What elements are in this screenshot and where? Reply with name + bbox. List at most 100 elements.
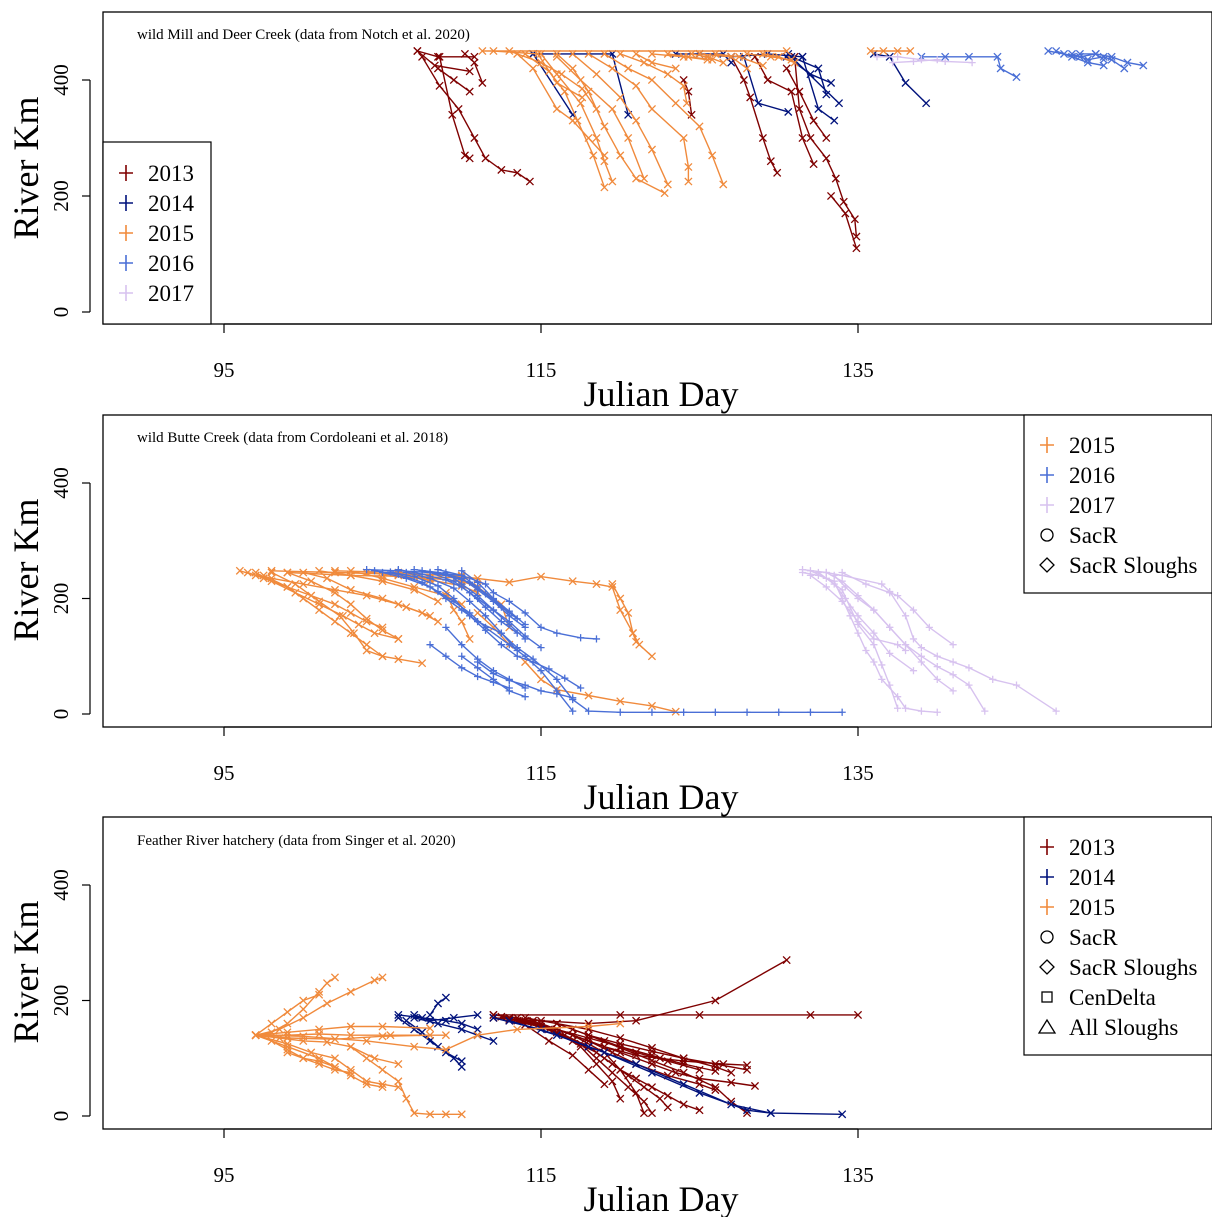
data-point xyxy=(544,67,553,76)
data-point xyxy=(584,1022,593,1031)
data-point xyxy=(378,1032,387,1041)
data-point xyxy=(362,1077,371,1086)
data-point xyxy=(663,70,672,79)
data-point xyxy=(435,81,444,90)
data-point xyxy=(647,49,657,58)
data-point xyxy=(552,70,561,79)
data-point xyxy=(600,1048,609,1057)
series-2015 xyxy=(251,973,625,1119)
data-point xyxy=(647,1047,657,1056)
data-point xyxy=(402,568,410,577)
track-line xyxy=(921,56,1017,78)
track-line xyxy=(382,571,843,713)
data-point xyxy=(243,568,252,577)
data-point xyxy=(671,64,680,73)
data-point xyxy=(949,658,957,666)
data-point xyxy=(838,708,846,716)
data-point xyxy=(521,693,529,701)
data-point xyxy=(1099,52,1108,61)
data-point xyxy=(679,1068,688,1077)
data-point xyxy=(315,990,324,999)
x-tick-label: 115 xyxy=(526,358,557,382)
data-point xyxy=(529,64,538,73)
data-point xyxy=(632,81,641,90)
data-point xyxy=(679,75,688,85)
y-axis: 0 200 400 xyxy=(49,64,91,317)
data-point xyxy=(711,1083,720,1092)
data-point xyxy=(830,580,838,588)
data-point xyxy=(425,1110,435,1119)
data-point xyxy=(450,594,458,603)
data-point xyxy=(410,1010,419,1019)
track-line xyxy=(540,1022,645,1114)
x-axis-label: Julian Day xyxy=(584,777,739,817)
data-point xyxy=(299,996,308,1005)
x-tick-label: 115 xyxy=(526,1163,557,1187)
data-point xyxy=(394,1077,403,1086)
track-line xyxy=(255,994,320,1036)
data-point xyxy=(330,617,340,626)
data-point xyxy=(402,603,411,612)
data-point xyxy=(434,582,442,590)
data-point xyxy=(878,675,886,683)
track-line xyxy=(787,53,840,104)
data-point xyxy=(758,49,767,58)
legend-box xyxy=(1023,414,1212,594)
data-point xyxy=(449,605,458,615)
chart-title: Feather River hatchery (data from Singer… xyxy=(137,833,456,849)
data-point xyxy=(378,623,387,632)
data-point xyxy=(1052,707,1060,715)
data-point xyxy=(299,580,308,589)
data-point xyxy=(474,658,482,666)
data-point xyxy=(680,708,688,716)
data-point xyxy=(394,1013,403,1022)
data-point xyxy=(616,151,625,160)
data-point xyxy=(616,1065,625,1074)
x-tick-label: 95 xyxy=(214,761,235,785)
data-point xyxy=(639,1109,649,1118)
data-point xyxy=(735,52,744,61)
data-point xyxy=(346,600,355,609)
data-point xyxy=(425,611,435,620)
data-point xyxy=(679,1100,688,1109)
data-point xyxy=(727,58,736,67)
data-point xyxy=(458,580,466,588)
data-point xyxy=(330,1065,340,1074)
legend-symbol xyxy=(119,285,133,301)
data-point xyxy=(533,49,542,58)
data-point xyxy=(402,1016,411,1025)
legend-symbol xyxy=(1039,959,1055,975)
data-point xyxy=(394,655,403,664)
data-point xyxy=(545,665,553,673)
legend-label: CenDelta xyxy=(1069,985,1156,1010)
data-point xyxy=(370,1054,379,1063)
data-point xyxy=(687,49,696,58)
data-point xyxy=(790,58,799,67)
data-point xyxy=(766,1109,775,1118)
legend-label: 2015 xyxy=(1069,433,1115,458)
y-tick-label: 200 xyxy=(49,985,73,1017)
track-line xyxy=(303,571,431,617)
data-point xyxy=(449,75,458,85)
data-point xyxy=(505,578,514,587)
track-line xyxy=(524,1017,732,1074)
legend-label: 2016 xyxy=(148,251,194,276)
data-point xyxy=(886,589,894,597)
data-point xyxy=(901,78,910,87)
data-point xyxy=(758,133,767,143)
data-point xyxy=(647,652,657,661)
data-point xyxy=(505,1016,514,1025)
data-point xyxy=(299,1013,308,1022)
data-point xyxy=(841,209,850,218)
track-line xyxy=(429,571,518,634)
data-point xyxy=(346,987,355,996)
legend-symbol xyxy=(1037,1018,1057,1034)
data-point xyxy=(695,122,704,131)
data-point xyxy=(460,151,469,160)
data-point xyxy=(838,1110,847,1119)
data-point xyxy=(854,594,862,603)
data-point xyxy=(362,1036,371,1045)
data-point xyxy=(536,58,546,67)
data-point xyxy=(458,641,466,649)
data-point xyxy=(481,154,490,163)
